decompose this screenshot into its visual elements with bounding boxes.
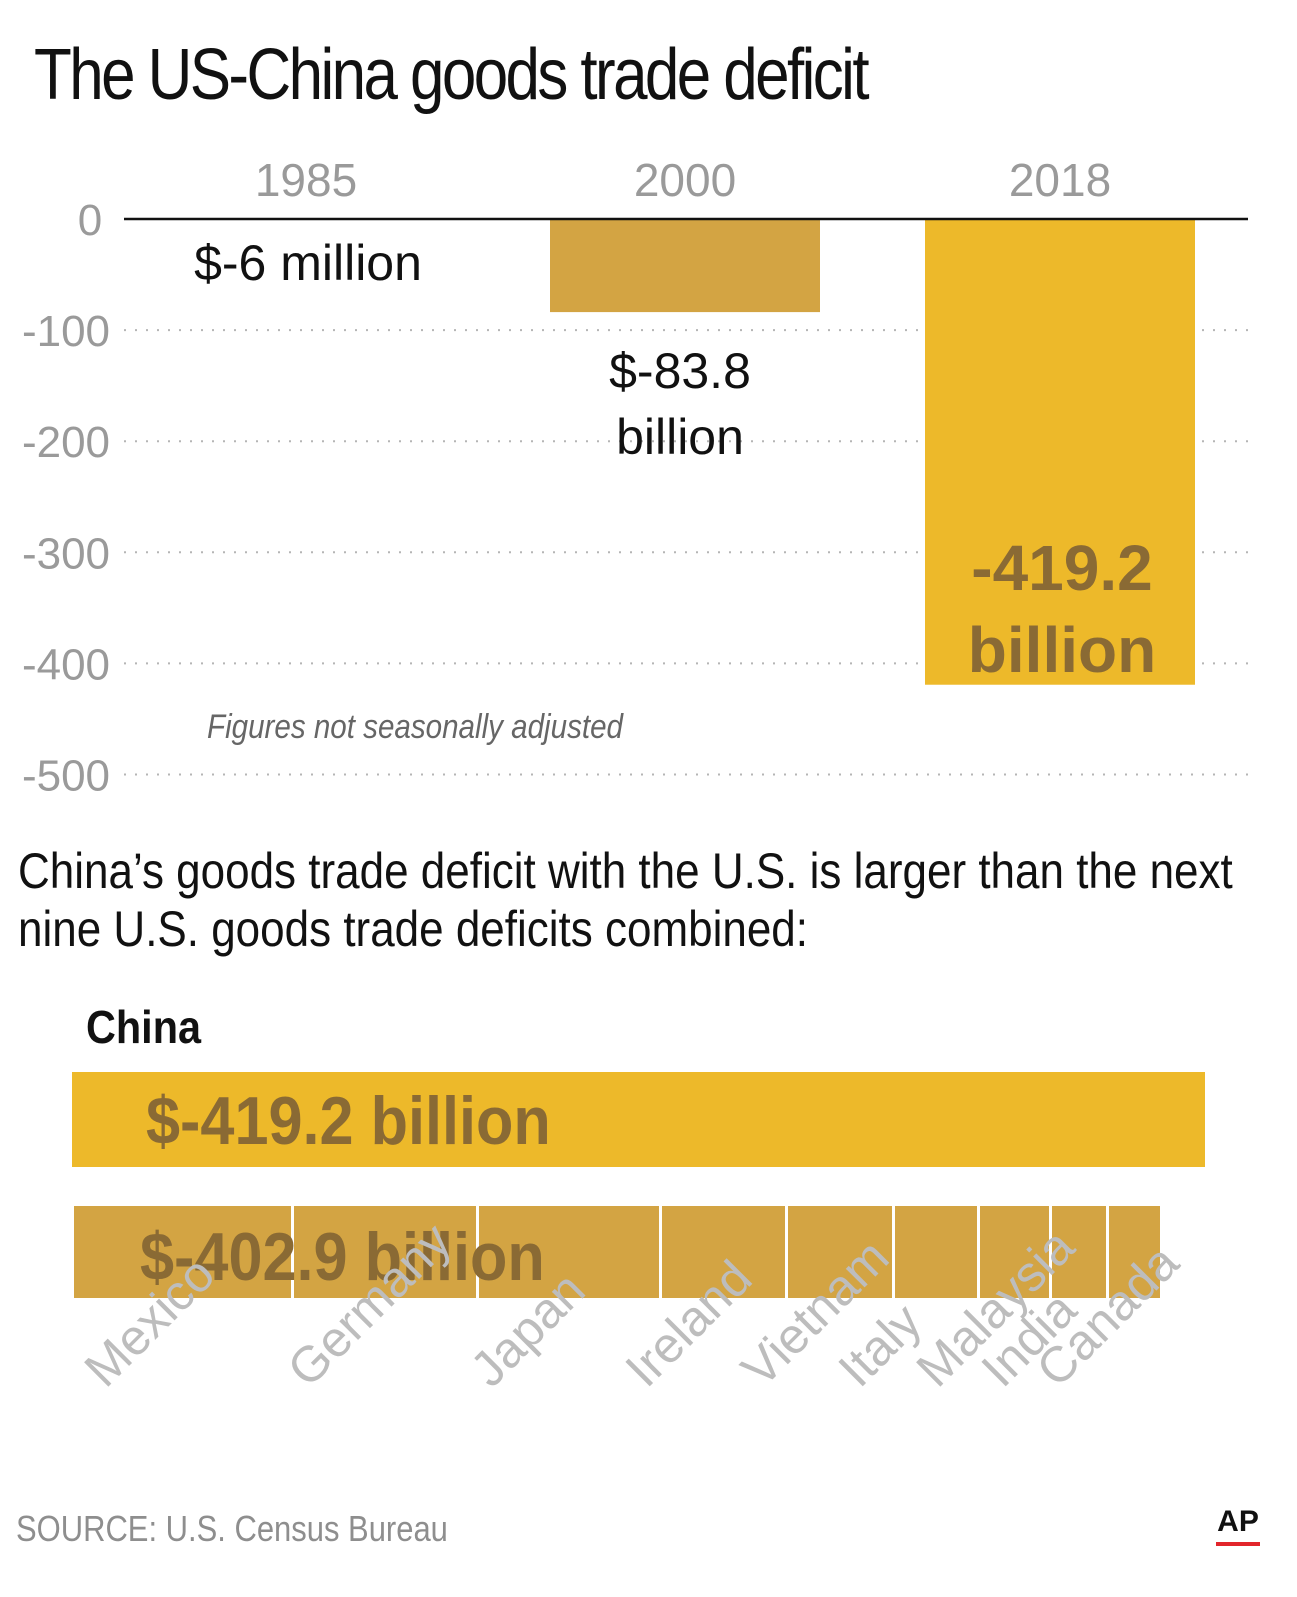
segment-mexico (74, 1206, 295, 1298)
y-tick-label: -300 (22, 529, 110, 578)
segment-india (1051, 1206, 1110, 1298)
value-label-2018-line2: billion (968, 614, 1156, 686)
ap-logo-rule (1216, 1542, 1260, 1546)
segment-vietnam (788, 1206, 895, 1298)
category-label: 2018 (1009, 154, 1111, 206)
y-tick-label: -100 (22, 307, 110, 356)
segment-malaysia (980, 1206, 1052, 1298)
bar-2000 (550, 219, 820, 313)
china-label: China (86, 1001, 202, 1053)
segment-germany (294, 1206, 479, 1298)
value-label-1985: $-6 million (194, 235, 422, 291)
y-tick-label: -500 (22, 752, 110, 801)
next-nine-stacked-bar (74, 1206, 1163, 1298)
ap-logo: AP (1216, 1506, 1260, 1546)
segment-canada (1109, 1206, 1163, 1298)
bar-2018 (925, 219, 1195, 685)
value-label-2018-line1: -419.2 (971, 532, 1152, 604)
china-value-label: $-419.2 billion (146, 1083, 551, 1159)
value-label-2000-line2: billion (616, 409, 744, 465)
y-axis-ticks: 0 -100 -200 -300 -400 -500 (22, 196, 110, 800)
value-label-2018: -419.2 billion (968, 532, 1156, 686)
source-credit: SOURCE: U.S. Census Bureau (16, 1508, 448, 1549)
bars (171, 219, 1201, 685)
comparison-subtitle: China’s goods trade deficit with the U.S… (18, 843, 1233, 957)
y-tick-label: -400 (22, 640, 110, 689)
segment-japan (478, 1206, 662, 1298)
category-label: 2000 (634, 154, 736, 206)
ap-logo-text: AP (1217, 1505, 1259, 1538)
deficit-by-year-chart: 0 -100 -200 -300 -400 -500 1985 2000 2018 $-6 m… (22, 154, 1248, 800)
y-tick-label: 0 (78, 196, 102, 245)
seasonal-adjustment-note: Figures not seasonally adjusted (207, 708, 624, 746)
value-label-2000: $-83.8 billion (609, 343, 751, 465)
segment-ireland (661, 1206, 789, 1298)
category-label: 1985 (255, 154, 357, 206)
category-labels: 1985 2000 2018 (255, 154, 1111, 206)
y-tick-label: -200 (22, 418, 110, 467)
next-nine-value-label: $-402.9 billion (140, 1219, 545, 1295)
value-labels: $-6 million $-83.8 billion -419.2 billion (194, 235, 1156, 686)
china-bar (72, 1072, 1205, 1167)
value-label-2000-line1: $-83.8 (609, 343, 751, 399)
segment-italy (894, 1206, 981, 1298)
chart-title: The US-China goods trade deficit (34, 35, 870, 115)
